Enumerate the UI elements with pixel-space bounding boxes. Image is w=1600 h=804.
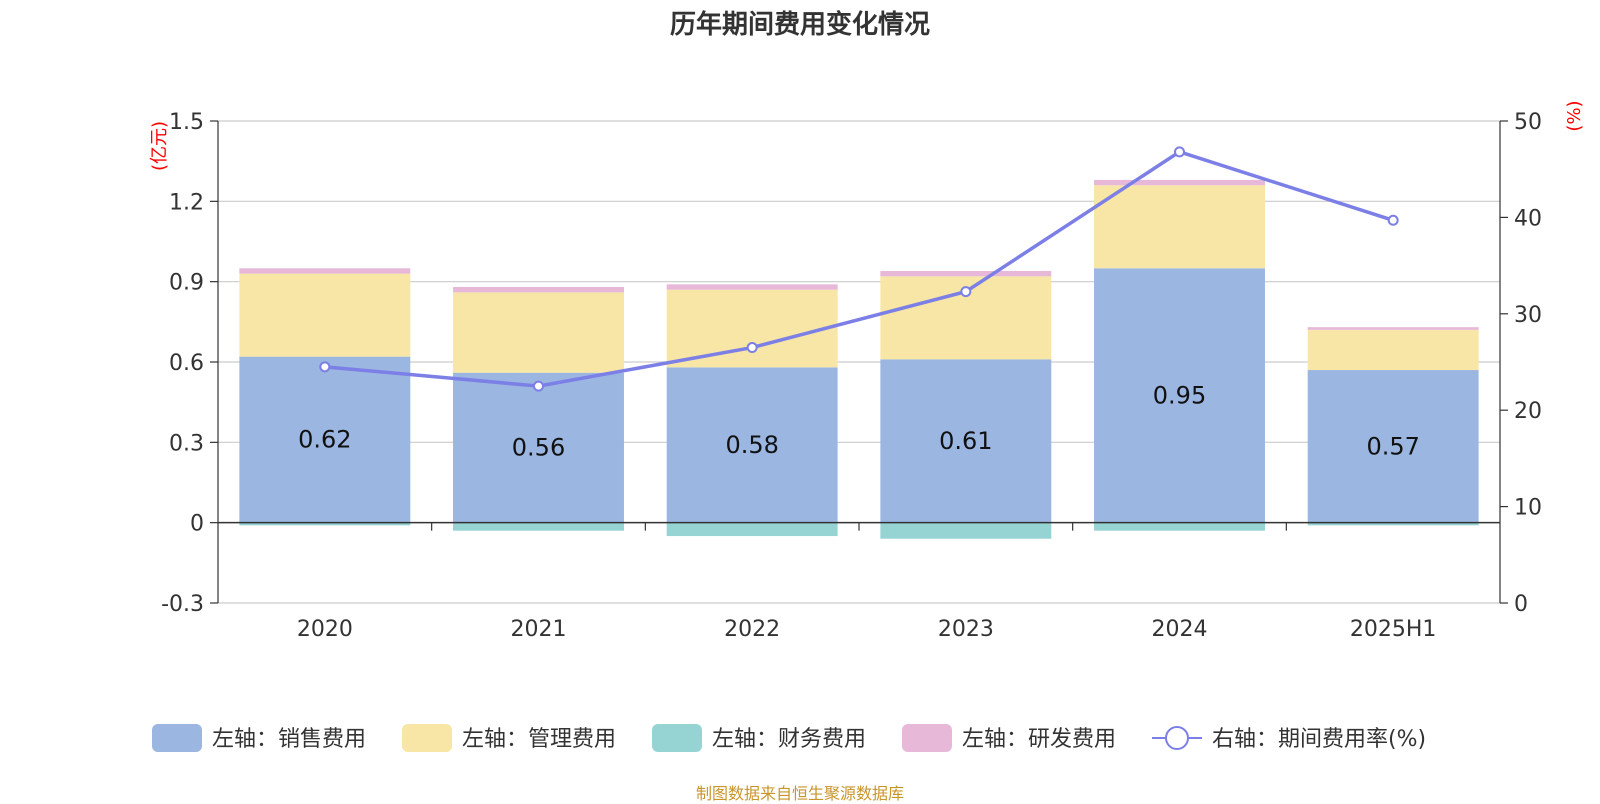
x-tick-label: 2021	[511, 617, 567, 642]
rate-point	[1174, 146, 1185, 158]
bar-segment	[239, 356, 411, 523]
bar-segment	[453, 287, 624, 293]
legend-label: 左轴：销售费用	[212, 727, 366, 752]
bar-segment	[1307, 329, 1479, 371]
bar-value-label: 0.61	[939, 427, 992, 455]
x-tick-label: 2022	[724, 617, 780, 642]
bar-segment	[880, 522, 1052, 539]
legend-label: 右轴：期间费用率(%)	[1212, 727, 1426, 752]
bar-segment	[666, 289, 838, 368]
rate-line	[324, 149, 1394, 388]
right-tick-label: 10	[1514, 496, 1542, 521]
bar-segment	[1094, 185, 1265, 269]
legend-marker-icon	[1165, 726, 1189, 750]
right-tick-label: 0	[1514, 592, 1528, 617]
bar-segment	[880, 359, 1052, 523]
right-tick-label: 50	[1514, 110, 1542, 135]
bar-segment	[1094, 268, 1265, 523]
x-tick-label: 2020	[297, 617, 353, 642]
bar-segment	[239, 273, 411, 357]
rate-point	[746, 342, 758, 354]
bar-value-label: 0.95	[1153, 381, 1206, 409]
chart-plot: 1.5 1.2 0.9 0.6 0.3 0 -0.3 50 40 30 20 10 0 (亿元) (%) 0.…	[149, 100, 1585, 752]
left-tick-label: 1.2	[169, 190, 204, 215]
bar-segment	[1094, 522, 1265, 531]
x-tick-label: 2025H1	[1350, 617, 1437, 642]
rate-point	[319, 361, 331, 373]
x-tick-label: 2024	[1152, 617, 1208, 642]
legend-label: 左轴：管理费用	[462, 727, 616, 752]
bar-segment	[1307, 522, 1479, 526]
bar-segment	[1307, 370, 1479, 523]
bar-segment	[453, 522, 624, 531]
right-tick-label: 30	[1514, 303, 1542, 328]
left-tick-label: 0.9	[169, 271, 204, 296]
bar-value-label: 0.62	[298, 426, 351, 454]
bar-value-label: 0.57	[1366, 432, 1419, 460]
chart-title: 历年期间费用变化情况	[669, 10, 930, 40]
bar-segment	[666, 367, 838, 523]
bar-segment	[453, 372, 624, 523]
rate-point	[533, 380, 544, 392]
legend-label: 左轴：研发费用	[962, 727, 1116, 752]
bar-segment	[239, 522, 411, 526]
bar-segment	[1094, 179, 1265, 186]
left-tick-label: -0.3	[161, 592, 204, 617]
left-tick-label: 0	[190, 512, 204, 537]
right-tick-label: 40	[1514, 206, 1542, 231]
bar-segment	[880, 270, 1052, 277]
legend-swatch	[152, 724, 202, 752]
bar-segment	[453, 292, 624, 373]
legend-swatch	[902, 724, 952, 752]
left-axis-unit: (亿元)	[149, 121, 170, 171]
legend-swatch	[402, 724, 452, 752]
legend-swatch	[652, 724, 702, 752]
bar-value-label: 0.58	[725, 431, 778, 459]
bar-segment	[666, 284, 838, 290]
left-tick-label: 0.3	[169, 431, 204, 456]
left-tick-label: 1.5	[169, 110, 204, 135]
right-axis-unit: (%)	[1564, 100, 1585, 131]
bar-value-label: 0.56	[512, 434, 565, 462]
bar-segment	[239, 268, 411, 274]
bar-segment	[1307, 327, 1479, 330]
x-tick-label: 2023	[938, 617, 994, 642]
bar-segment	[666, 522, 838, 537]
left-tick-label: 0.6	[169, 351, 204, 376]
data-source-note: 制图数据来自恒生聚源数据库	[695, 784, 904, 803]
rate-point	[960, 286, 972, 298]
right-tick-label: 20	[1514, 399, 1542, 424]
rate-point	[1387, 214, 1399, 226]
legend-label: 左轴：财务费用	[712, 727, 866, 752]
